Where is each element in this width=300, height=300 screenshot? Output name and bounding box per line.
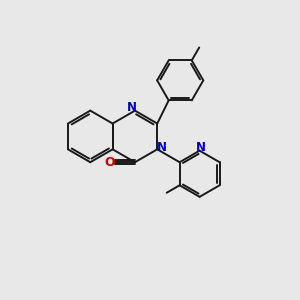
Text: N: N xyxy=(126,101,136,114)
Text: N: N xyxy=(157,142,167,154)
Text: O: O xyxy=(104,156,115,169)
Text: N: N xyxy=(196,141,206,154)
